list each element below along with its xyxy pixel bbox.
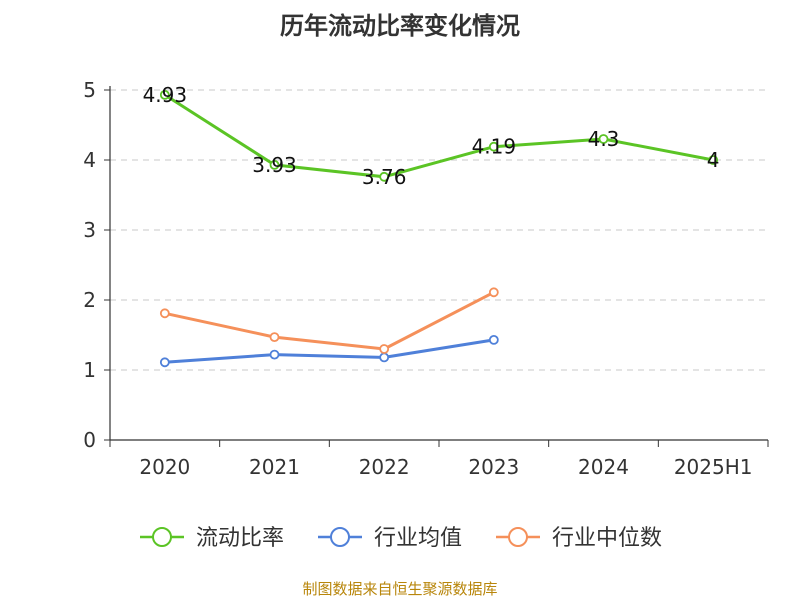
- data-point: [488, 141, 499, 152]
- data-point: [598, 134, 609, 144]
- series-line: [164, 93, 714, 179]
- legend: 流动比率 行业均值 行业中位数: [140, 526, 662, 551]
- y-tick-label: 1: [83, 358, 96, 382]
- data-point: [488, 287, 499, 298]
- legend-item: 行业中位数: [496, 526, 662, 551]
- data-point: [269, 332, 280, 343]
- legend-marker: [152, 527, 172, 547]
- source-note: 制图数据来自恒生聚源数据库: [302, 580, 498, 598]
- data-point: [159, 357, 170, 368]
- data-label: 3.93: [252, 153, 297, 177]
- data-label: 4.3: [588, 127, 620, 151]
- data-point: [159, 90, 170, 100]
- series-layer: [159, 90, 719, 368]
- data-label: 3.76: [362, 165, 407, 189]
- data-point: [159, 308, 170, 319]
- y-tick-label: 0: [83, 428, 96, 452]
- data-point: [379, 352, 390, 363]
- data-point: [488, 334, 499, 345]
- grid-layer: [110, 89, 768, 371]
- y-tick-label: 5: [83, 78, 96, 102]
- x-tick-label: 2023: [468, 455, 519, 479]
- chart-title: 历年流动比率变化情况: [280, 12, 520, 40]
- data-label-layer: 4.93 3.93 3.76 4.19 4.3 4: [143, 83, 720, 189]
- x-tick-label: 2021: [249, 455, 300, 479]
- axis-layer: 0 1 2 3 4 5 2020 2021 2022 2023 2024 2025H1: [83, 78, 769, 479]
- legend-label: 行业中位数: [552, 526, 662, 551]
- legend-label: 行业均值: [374, 526, 462, 551]
- legend-marker: [330, 527, 350, 547]
- x-tick-label: 2025H1: [674, 455, 753, 479]
- data-point: [379, 344, 390, 354]
- data-label: 4.19: [472, 135, 517, 159]
- x-tick-label: 2020: [139, 455, 190, 479]
- legend-item: 流动比率: [140, 526, 284, 551]
- y-tick-label: 3: [83, 218, 96, 242]
- data-point: [379, 171, 390, 182]
- series-line: [164, 338, 495, 364]
- data-label: 4.93: [143, 83, 188, 107]
- legend-marker: [508, 527, 528, 547]
- data-label: 4: [707, 148, 720, 172]
- series-line: [164, 290, 495, 351]
- x-tick-label: 2024: [578, 455, 629, 479]
- data-point: [269, 159, 280, 170]
- data-point: [269, 349, 280, 360]
- legend-item: 行业均值: [318, 526, 462, 551]
- data-point: [708, 155, 719, 165]
- legend-label: 流动比率: [196, 526, 284, 551]
- y-tick-label: 2: [83, 288, 96, 312]
- y-tick-label: 4: [83, 148, 96, 172]
- x-tick-label: 2022: [359, 455, 410, 479]
